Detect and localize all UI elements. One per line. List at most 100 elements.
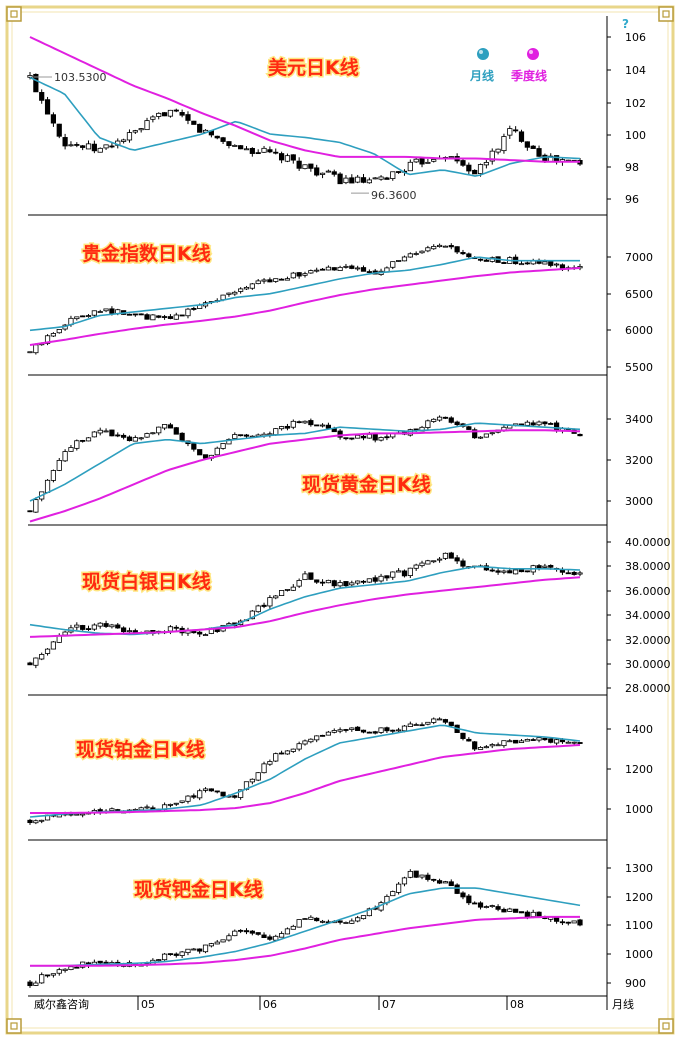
- candle-up: [302, 164, 308, 170]
- x-tick-label: 08: [510, 998, 524, 1011]
- x-tick-label: 06: [263, 998, 277, 1011]
- panel-title: 现货钯金日K线: [134, 878, 263, 901]
- candle-up: [249, 778, 255, 783]
- help-icon[interactable]: ?: [622, 17, 629, 31]
- candle-down: [109, 308, 115, 314]
- corner-ornament-br-icon: [658, 1018, 674, 1034]
- frame-border: [5, 5, 675, 1035]
- candle-down: [121, 434, 127, 438]
- candle-up: [507, 740, 513, 743]
- candle-up: [74, 813, 80, 816]
- quarter-ma-line: [29, 429, 581, 523]
- candle-down: [559, 264, 566, 269]
- candle-up: [249, 283, 255, 289]
- candle-up: [261, 279, 267, 282]
- candle-up: [56, 969, 62, 974]
- y-tick-label: 32.0000: [625, 634, 671, 647]
- month-ma-line: [29, 76, 581, 177]
- candle-up: [378, 176, 384, 180]
- candle-down: [501, 262, 507, 264]
- candle-up: [390, 571, 396, 578]
- candle-down: [372, 731, 378, 734]
- candle-down: [331, 267, 337, 271]
- candle-up: [273, 428, 279, 436]
- candle-up: [243, 286, 250, 290]
- candle-down: [44, 99, 51, 115]
- candle-up: [74, 440, 80, 449]
- candle-down: [548, 565, 554, 568]
- candle-down: [518, 569, 525, 573]
- legend-month-label: 月线: [469, 68, 494, 83]
- candle-down: [360, 435, 367, 439]
- candle-up: [431, 418, 437, 422]
- candle-up: [419, 562, 425, 567]
- candle-up: [267, 761, 273, 765]
- x-tick-label: 07: [382, 998, 396, 1011]
- legend-quarter-label: 季度线: [510, 68, 547, 83]
- candle-down: [126, 436, 133, 442]
- candle-up: [530, 911, 536, 917]
- candle-down: [308, 572, 314, 580]
- candle-up: [407, 723, 413, 727]
- candle-up: [442, 552, 449, 559]
- candle-up: [343, 922, 349, 924]
- candle-down: [524, 141, 530, 148]
- candle-down: [167, 953, 174, 956]
- candle-up: [419, 874, 425, 878]
- watermark: 威尔鑫咨询: [34, 997, 89, 1011]
- candle-up: [138, 437, 144, 440]
- candle-up: [302, 918, 308, 920]
- candle-up: [161, 953, 168, 961]
- candle-up: [483, 162, 489, 166]
- candle-down: [472, 902, 478, 905]
- candle-down: [109, 429, 115, 437]
- candle-down: [214, 790, 220, 793]
- candle-up: [425, 247, 431, 252]
- candle-down: [278, 278, 285, 281]
- candle-up: [489, 432, 495, 435]
- candle-down: [425, 874, 431, 880]
- candle-up: [126, 630, 133, 633]
- candle-up: [33, 982, 39, 986]
- candle-up: [132, 437, 138, 442]
- candle-up: [337, 729, 343, 732]
- candle-up: [425, 161, 431, 164]
- candle-down: [454, 557, 460, 562]
- candle-up: [56, 329, 62, 334]
- candle-up: [325, 170, 332, 173]
- candle-up: [349, 582, 355, 586]
- candle-up: [542, 261, 548, 265]
- candle-up: [278, 590, 285, 596]
- candle-down: [343, 437, 349, 440]
- candle-up: [103, 308, 109, 312]
- candle-down: [513, 129, 519, 132]
- candle-up: [489, 905, 495, 908]
- candle-up: [273, 753, 279, 762]
- period-label: 月线: [612, 997, 634, 1011]
- candle-down: [232, 795, 238, 798]
- candle-down: [349, 437, 355, 440]
- candle-down: [343, 729, 349, 731]
- candle-up: [50, 973, 57, 976]
- chart-panel-5: 1400 1200 1000 现货铂金日K线: [27, 717, 653, 825]
- chart-panel-2: 7000 6500 6000 5500 贵金指数日K线: [27, 241, 653, 374]
- candles: [27, 72, 583, 185]
- quarter-ma-line: [29, 576, 581, 638]
- candle-up: [378, 575, 384, 582]
- candle-up: [33, 657, 39, 666]
- candle-down: [413, 870, 419, 878]
- x-tick-label: 05: [141, 998, 155, 1011]
- candle-down: [460, 560, 466, 567]
- candle-up: [197, 790, 203, 799]
- candle-up: [232, 144, 238, 147]
- candle-down: [314, 917, 320, 922]
- candle-up: [284, 928, 291, 935]
- candle-up: [91, 624, 97, 630]
- corner-ornament-bl-icon: [6, 1018, 22, 1034]
- candle-down: [419, 724, 425, 727]
- candle-down: [349, 265, 355, 269]
- candle-down: [314, 424, 320, 427]
- candle-down: [243, 434, 250, 437]
- candle-up: [355, 267, 361, 270]
